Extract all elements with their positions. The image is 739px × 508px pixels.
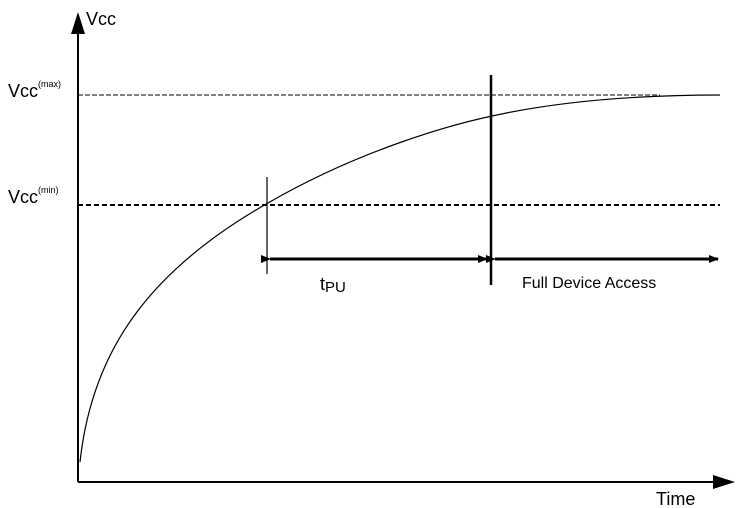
tpu-sub: PU (325, 279, 346, 296)
vcc-max-label: Vcc(max) (8, 79, 61, 101)
vcc-min-label: Vcc(min) (8, 185, 59, 207)
vcc-max-base: Vcc (8, 81, 38, 101)
y-axis-label: Vcc (86, 9, 116, 29)
tpu-label: tPU (320, 274, 346, 296)
vcc-min-sup: (min) (38, 185, 59, 195)
tpu-base: t (320, 274, 325, 294)
x-axis-label: Time (656, 489, 695, 508)
full-access-label: Full Device Access (522, 275, 656, 292)
vcc-min-base: Vcc (8, 187, 38, 207)
y-axis-arrowhead (71, 12, 85, 34)
vcc-max-sup: (max) (38, 79, 61, 89)
x-axis-arrowhead (713, 475, 735, 489)
vcc-rise-curve (79, 94, 721, 463)
